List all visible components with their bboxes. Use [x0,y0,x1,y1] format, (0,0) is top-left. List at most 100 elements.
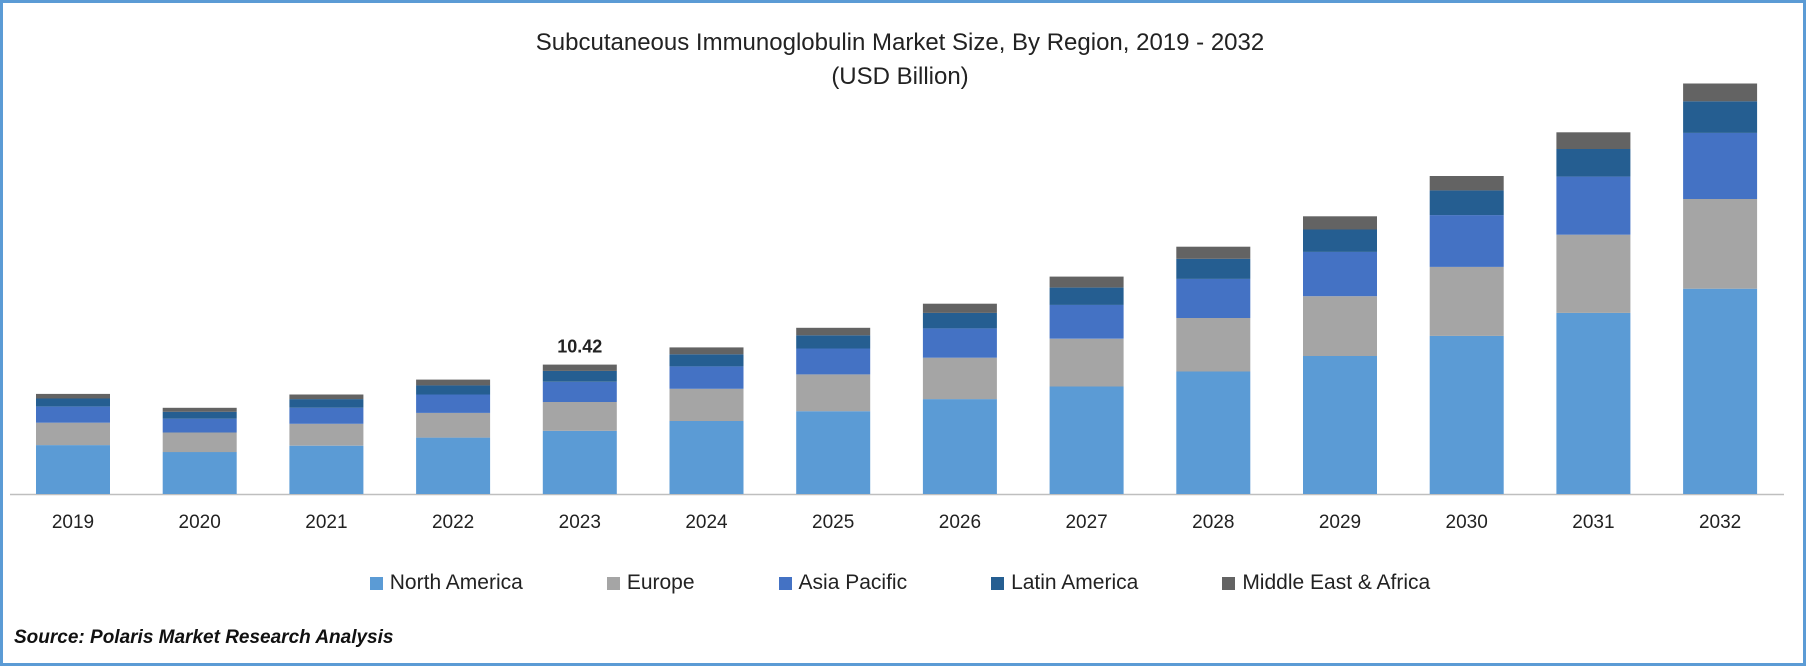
bar-2023-europe [542,402,617,431]
bar-2023-asia-pacific [542,381,617,402]
x-tick-label-2027: 2027 [1065,512,1107,533]
bar-2030-north-america [1429,335,1504,494]
x-tick-label-2022: 2022 [432,512,474,533]
bar-2021-north-america [289,445,364,494]
bar-2032-latin-america [1683,101,1758,133]
bar-2020-latin-america [162,411,237,419]
bar-2027-asia-pacific [1049,304,1124,339]
x-tick-label-2024: 2024 [685,512,728,533]
bar-2023-north-america [542,430,617,495]
bar-2024-europe [669,388,744,421]
bar-2019-middle-east-africa [36,393,110,399]
chart-legend: North America Europe Asia Pacific Latin Ame… [0,571,1800,595]
bar-2031-middle-east-africa [1556,132,1631,149]
bar-2022-asia-pacific [416,394,491,413]
legend-swatch [1222,576,1236,590]
bar-2026-asia-pacific [922,328,997,358]
x-tick-label-2019: 2019 [52,512,94,533]
bar-2020-middle-east-africa [162,407,237,412]
legend-label: Asia Pacific [798,571,908,594]
bar-2020-europe [162,432,237,453]
x-tick-label-2031: 2031 [1572,512,1614,533]
bar-2019-europe [36,422,110,446]
bar-2032-middle-east-africa [1683,83,1758,102]
bar-2027-middle-east-africa [1049,276,1124,288]
chart-title: Subcutaneous Immunoglobulin Market Size,… [535,29,1265,56]
bar-2022-europe [416,412,491,438]
bar-2020-north-america [162,452,237,494]
x-tick-label-2020: 2020 [179,512,221,533]
bar-2029-europe [1303,296,1377,356]
bar-2027-north-america [1049,386,1124,494]
chart-subtitle: (USD Billion) [831,63,969,90]
legend-label: Europe [626,571,695,594]
legend-item-middle-east-africa: Middle East & Africa [1222,571,1430,595]
legend-swatch [991,576,1005,590]
bar-2025-north-america [796,411,871,494]
legend-label: Latin America [1011,571,1139,594]
data-label-2023: 10.42 [557,337,602,357]
x-tick-label-2021: 2021 [305,512,347,533]
bar-2028-middle-east-africa [1176,246,1251,259]
bar-2021-middle-east-africa [289,394,364,400]
bar-2024-latin-america [669,354,744,367]
bar-2025-europe [796,374,871,412]
bar-2032-north-america [1683,288,1758,494]
bar-2024-middle-east-africa [669,347,744,355]
bar-2030-middle-east-africa [1429,176,1504,191]
x-tick-label-2028: 2028 [1192,512,1234,533]
bar-2019-north-america [36,445,110,494]
bar-2032-asia-pacific [1683,132,1758,199]
bar-2028-north-america [1176,371,1251,494]
bar-2030-europe [1429,266,1504,336]
bar-2028-europe [1176,318,1251,372]
legend-label: North America [389,571,523,594]
legend-item-latin-america: Latin America [991,571,1138,595]
bar-2022-middle-east-africa [416,379,491,386]
bar-2032-europe [1683,199,1758,289]
bar-2022-latin-america [416,385,491,395]
bar-2021-asia-pacific [289,407,364,424]
bar-2025-latin-america [796,335,871,349]
bar-2024-asia-pacific [669,366,744,389]
bar-2020-asia-pacific [162,418,237,433]
bar-2026-europe [922,357,997,400]
bar-2026-middle-east-africa [922,303,997,313]
bar-2022-north-america [416,437,491,494]
x-tick-label-2029: 2029 [1319,512,1361,533]
bar-2031-asia-pacific [1556,176,1631,235]
bar-2031-latin-america [1556,149,1631,177]
legend-swatch [369,576,383,590]
x-tick-label-2032: 2032 [1699,512,1741,533]
legend-swatch [606,576,620,590]
legend-item-asia-pacific: Asia Pacific [778,571,908,595]
bar-2029-asia-pacific [1303,251,1377,297]
bar-2028-asia-pacific [1176,278,1251,318]
bar-2030-latin-america [1429,190,1504,216]
bar-2025-middle-east-africa [796,327,871,336]
bar-2019-latin-america [36,398,110,407]
bar-2024-north-america [669,421,744,494]
bar-2021-europe [289,423,364,446]
legend-swatch [778,576,792,590]
x-tick-label-2026: 2026 [939,512,981,533]
bar-2029-north-america [1303,356,1377,494]
bar-2027-europe [1049,338,1124,387]
bar-2026-north-america [922,399,997,494]
bar-2026-latin-america [922,312,997,329]
bar-2027-latin-america [1049,287,1124,305]
chart-title-block: Subcutaneous Immunoglobulin Market Size,… [0,26,1800,94]
x-tick-label-2025: 2025 [812,512,854,533]
bar-2023-middle-east-africa [542,364,617,371]
bar-2025-asia-pacific [796,348,871,375]
bar-2019-asia-pacific [36,406,110,423]
x-tick-label-2030: 2030 [1446,512,1488,533]
source-note: Source: Polaris Market Research Analysis [14,627,394,648]
bar-2029-middle-east-africa [1303,216,1377,230]
bar-2029-latin-america [1303,229,1377,252]
x-tick-label-2023: 2023 [559,512,601,533]
bar-2030-asia-pacific [1429,215,1504,267]
legend-label: Middle East & Africa [1242,571,1431,594]
